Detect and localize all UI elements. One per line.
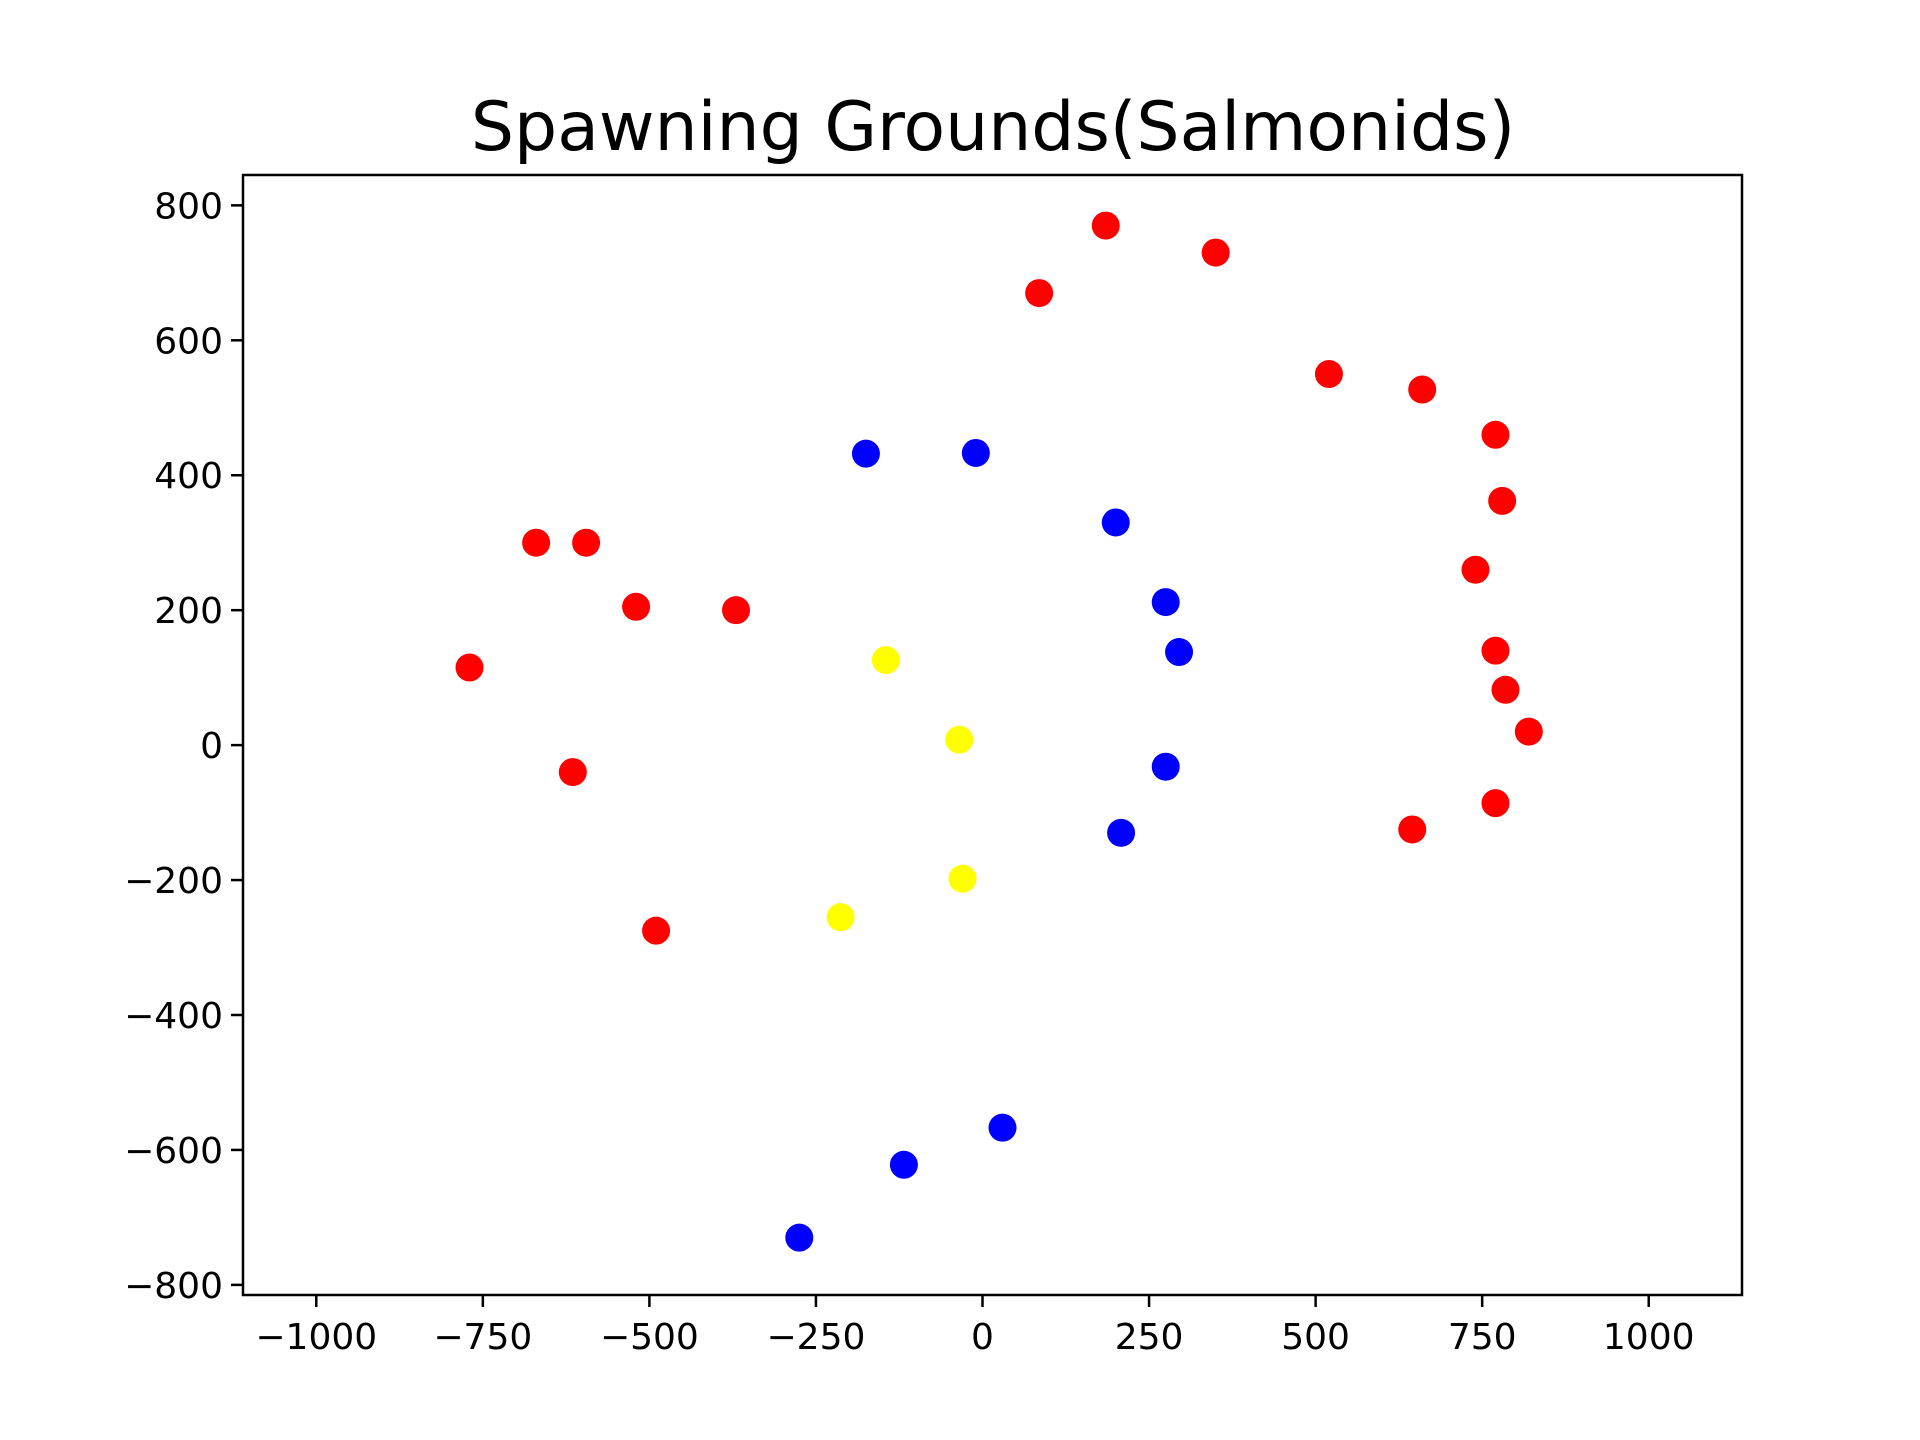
x-tick-label: 250 (1115, 1317, 1184, 1358)
data-point (522, 528, 551, 557)
x-tick-label: −250 (767, 1317, 866, 1358)
x-tick-label: 1000 (1603, 1317, 1695, 1358)
y-tick-label: 800 (154, 186, 223, 227)
data-point (1461, 555, 1490, 584)
y-tick-label: 600 (154, 321, 223, 362)
data-point (1091, 211, 1120, 240)
plot-frame (241, 173, 1744, 1297)
data-point (1488, 486, 1517, 515)
data-point (1408, 375, 1437, 404)
data-point (961, 438, 990, 467)
data-point (1481, 420, 1510, 449)
data-point (945, 725, 974, 754)
x-axis: −1000 −750 −500 −250 0 250 500 750 1000 (255, 1295, 1695, 1358)
data-point (1151, 752, 1180, 781)
y-tick-label: −800 (124, 1266, 223, 1307)
data-point (572, 528, 601, 557)
data-point (785, 1223, 814, 1252)
y-tick-label: −600 (124, 1131, 223, 1172)
data-point (558, 758, 587, 787)
data-point (1101, 508, 1130, 537)
x-tick-label: −750 (433, 1317, 532, 1358)
y-tick-label: −400 (124, 996, 223, 1037)
data-point (1314, 360, 1343, 389)
y-tick-label: 200 (154, 591, 223, 632)
data-point (871, 646, 900, 675)
y-tick-label: −200 (124, 861, 223, 902)
chart-title: Spawning Grounds(Salmonids) (471, 88, 1515, 167)
y-axis: −800 −600 −400 −200 0 200 400 600 800 (124, 186, 243, 1307)
data-point (1107, 818, 1136, 847)
data-point (622, 592, 651, 621)
data-point (889, 1150, 918, 1179)
data-point (455, 653, 484, 682)
data-point (722, 596, 751, 625)
data-point (948, 864, 977, 893)
y-tick-label: 400 (154, 456, 223, 497)
x-tick-label: −500 (600, 1317, 699, 1358)
data-point (826, 903, 855, 932)
data-point (1481, 789, 1510, 818)
data-point (1514, 717, 1543, 746)
data-point (1398, 815, 1427, 844)
data-points (455, 211, 1543, 1252)
data-point (1491, 675, 1520, 704)
data-point (1481, 636, 1510, 665)
x-tick-label: −1000 (255, 1317, 377, 1358)
x-tick-label: 750 (1448, 1317, 1517, 1358)
data-point (1151, 588, 1180, 617)
x-tick-label: 500 (1281, 1317, 1350, 1358)
y-tick-label: 0 (200, 726, 223, 767)
data-point (642, 916, 671, 945)
x-tick-label: 0 (971, 1317, 994, 1358)
data-point (1201, 238, 1230, 267)
data-point (851, 439, 880, 468)
data-point (1025, 279, 1054, 308)
data-point (1165, 638, 1194, 667)
data-point (988, 1113, 1017, 1142)
